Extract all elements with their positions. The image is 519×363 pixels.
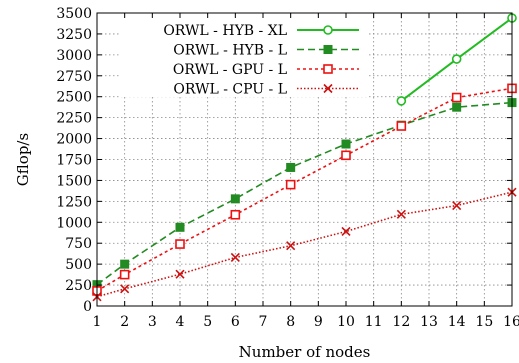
x-tick-label: 7 <box>259 314 268 330</box>
legend-entry: ORWL - HYB - L <box>173 43 359 59</box>
series-4 <box>92 187 517 302</box>
x-tick-label: 10 <box>337 314 355 330</box>
data-point <box>323 64 333 74</box>
y-tick-label: 250 <box>65 278 92 294</box>
data-point <box>323 25 333 35</box>
legend: ORWL - HYB - XL ORWL - HYB - L ORWL - GPU … <box>121 17 367 98</box>
x-tick-label: 11 <box>365 314 383 330</box>
y-tick-label: 500 <box>65 257 92 273</box>
data-point <box>286 162 296 172</box>
data-point <box>323 83 333 94</box>
legend-label: ORWL - HYB - XL <box>163 23 287 39</box>
data-point <box>119 269 130 280</box>
series-1 <box>396 13 517 106</box>
y-tick-label: 3000 <box>56 48 92 64</box>
x-tick-label: 15 <box>475 314 493 330</box>
legend-label: ORWL - HYB - L <box>173 43 287 59</box>
data-point <box>451 54 462 64</box>
x-tick-label: 12 <box>392 314 410 330</box>
data-point <box>286 241 296 251</box>
x-tick-label: 6 <box>231 314 240 330</box>
y-tick-label: 2250 <box>56 111 92 127</box>
legend-entry: ORWL - GPU - L <box>173 62 359 78</box>
y-axis-label: Gflop/s <box>14 133 32 186</box>
data-point <box>396 209 406 219</box>
series-line <box>96 87 513 292</box>
y-tick-label: 1500 <box>56 173 92 189</box>
x-tick-label: 8 <box>286 314 295 330</box>
series-line <box>96 191 513 298</box>
data-point <box>396 96 407 106</box>
x-tick-label: 14 <box>448 314 466 330</box>
y-tick-label: 1750 <box>56 153 92 169</box>
data-point <box>341 150 351 161</box>
x-tick-label: 16 <box>503 314 519 330</box>
legend-entry: ORWL - HYB - XL <box>163 23 359 39</box>
y-tick-label: 2750 <box>56 69 92 85</box>
data-point <box>230 252 240 263</box>
y-tick-label: 3500 <box>56 6 92 22</box>
x-tick-label: 13 <box>420 314 438 330</box>
data-point <box>452 200 462 211</box>
legend-label: ORWL - GPU - L <box>173 62 287 78</box>
data-point <box>451 92 462 103</box>
data-point <box>323 45 333 54</box>
y-tick-label: 750 <box>65 236 92 252</box>
x-tick-label: 9 <box>314 314 323 330</box>
x-tick-label: 1 <box>93 314 102 330</box>
axis-ticks: 0250500750100012501500175020002250250027… <box>56 6 519 330</box>
series-line <box>96 101 513 286</box>
series-3 <box>92 83 517 296</box>
data-point <box>120 284 130 294</box>
data-point <box>396 121 407 131</box>
x-tick-label: 4 <box>176 314 185 330</box>
data-point <box>230 209 241 220</box>
data-point <box>341 226 351 237</box>
x-tick-label: 5 <box>203 314 212 330</box>
data-point <box>230 194 240 204</box>
y-tick-label: 0 <box>83 299 92 315</box>
y-tick-label: 1000 <box>56 215 92 231</box>
y-tick-label: 2500 <box>56 90 92 106</box>
data-point <box>175 269 185 279</box>
data-point <box>120 259 130 269</box>
data-point <box>341 139 351 149</box>
data-point <box>175 239 185 249</box>
y-tick-label: 1250 <box>56 194 92 210</box>
series-2 <box>92 98 517 290</box>
data-point <box>175 222 185 232</box>
y-tick-label: 2000 <box>56 132 92 148</box>
x-tick-label: 3 <box>148 314 157 330</box>
x-axis-label: Number of nodes <box>239 343 371 361</box>
legend-label: ORWL - CPU - L <box>173 82 287 98</box>
data-point <box>285 179 296 190</box>
legend-entry: ORWL - CPU - L <box>173 82 359 98</box>
x-tick-label: 2 <box>120 314 129 330</box>
data-point <box>452 102 462 112</box>
y-tick-label: 3250 <box>56 27 92 43</box>
